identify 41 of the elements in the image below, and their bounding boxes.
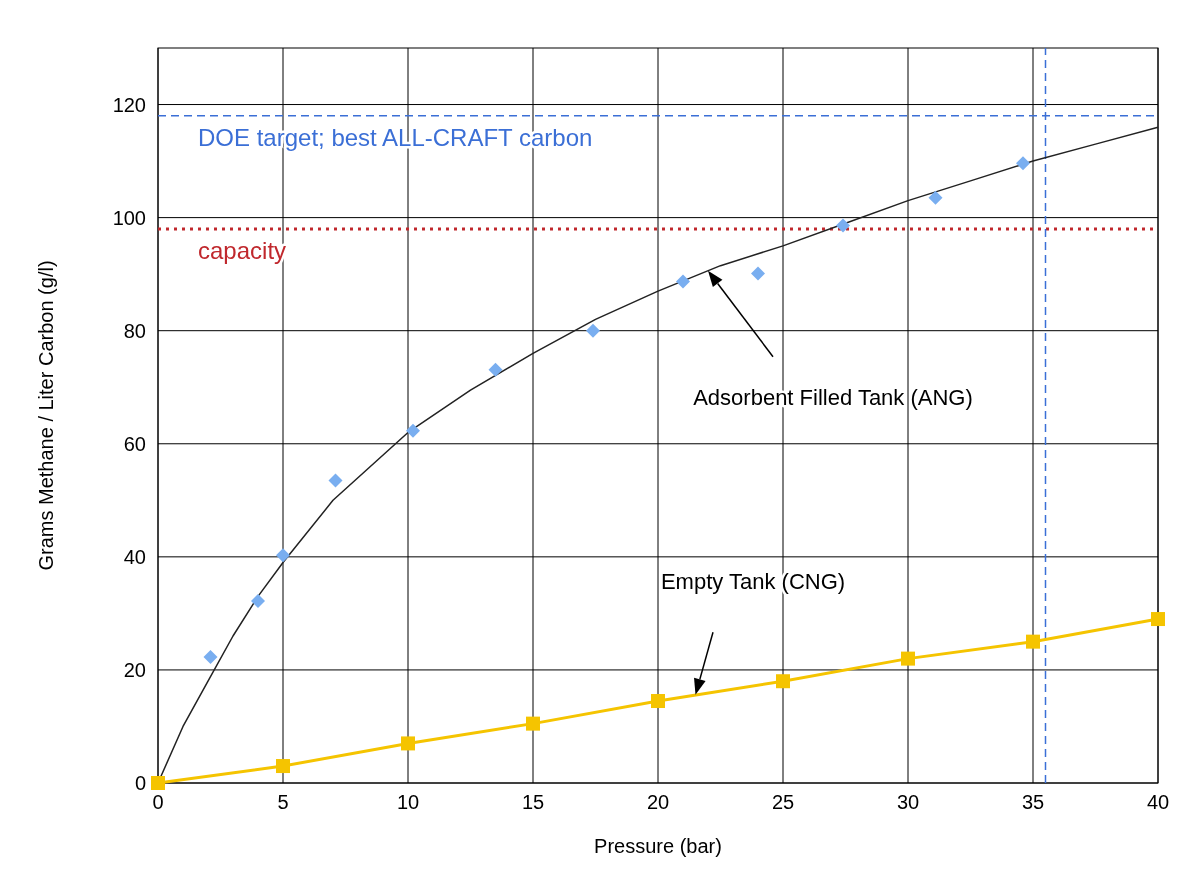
y-tick-label: 120 <box>112 93 146 116</box>
x-tick-label: 35 <box>1021 791 1045 813</box>
point <box>901 651 915 666</box>
point <box>276 548 290 563</box>
point <box>526 716 540 731</box>
point <box>586 323 600 338</box>
y-tick-label: 20 <box>123 658 146 681</box>
point <box>776 674 790 689</box>
point <box>488 362 503 377</box>
y-axis-title: Grams Methane / Liter Carbon (g/l) <box>35 260 57 571</box>
point <box>1016 156 1030 171</box>
y-tick-label: 0 <box>134 772 146 794</box>
point <box>928 190 943 205</box>
point <box>751 266 765 281</box>
y-tick-label: 60 <box>123 432 146 455</box>
point <box>276 759 290 774</box>
point <box>1151 612 1165 627</box>
x-tick-label: 25 <box>771 791 795 813</box>
annotation: Empty Tank (CNG) <box>660 568 846 594</box>
x-tick-label: 40 <box>1146 791 1170 813</box>
point <box>1026 634 1040 649</box>
y-tick-label: 80 <box>123 319 146 342</box>
x-tick-label: 10 <box>396 791 420 813</box>
point <box>676 274 690 289</box>
y-tick-label: 100 <box>112 206 146 229</box>
annotation: Adsorbent Filled Tank (ANG) <box>693 385 973 411</box>
point <box>406 423 420 438</box>
point <box>328 473 343 488</box>
x-tick-label: 15 <box>521 791 545 813</box>
point <box>151 776 165 790</box>
x-tick-label: 30 <box>896 791 920 813</box>
x-tick-label: 20 <box>646 791 670 813</box>
point <box>836 218 850 233</box>
point <box>251 593 265 608</box>
point <box>651 694 665 709</box>
x-axis-title: Pressure (bar) <box>594 835 722 857</box>
point <box>203 649 218 664</box>
point <box>401 736 415 751</box>
x-tick-label: 5 <box>277 791 289 813</box>
x-tick-label: 0 <box>152 791 164 813</box>
y-tick-label: 40 <box>123 545 146 568</box>
